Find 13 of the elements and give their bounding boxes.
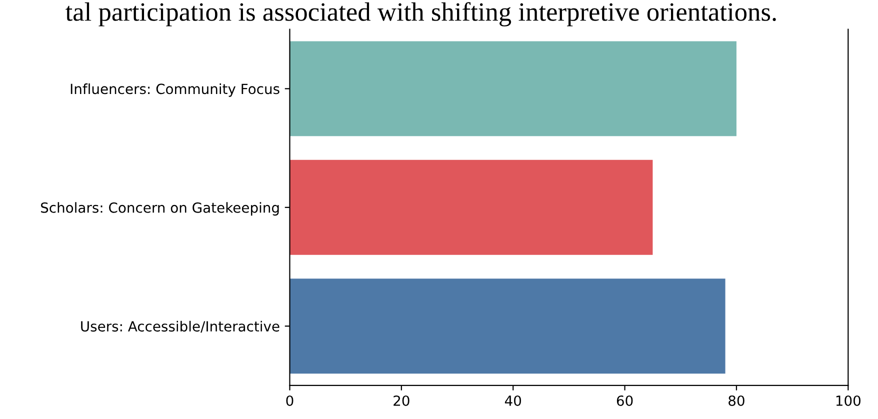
bar <box>290 41 736 136</box>
x-tick-label: 40 <box>504 395 522 406</box>
chart-title: tal participation is associated with shifting interpretive orientations. <box>66 2 776 26</box>
x-tick-label: 0 <box>286 395 294 406</box>
bar <box>290 160 653 255</box>
x-tick-label: 80 <box>728 395 744 406</box>
x-tick-label: 20 <box>394 395 410 406</box>
y-tick-label: Influencers: Community Focus <box>70 83 280 97</box>
x-tick-label: 100 <box>836 395 860 406</box>
bar <box>290 278 726 374</box>
y-tick-label: Scholars: Concern on Gatekeeping <box>41 202 279 216</box>
x-tick-label: 60 <box>616 395 633 406</box>
y-tick-label: Users: Accessible/Interactive <box>81 320 280 333</box>
